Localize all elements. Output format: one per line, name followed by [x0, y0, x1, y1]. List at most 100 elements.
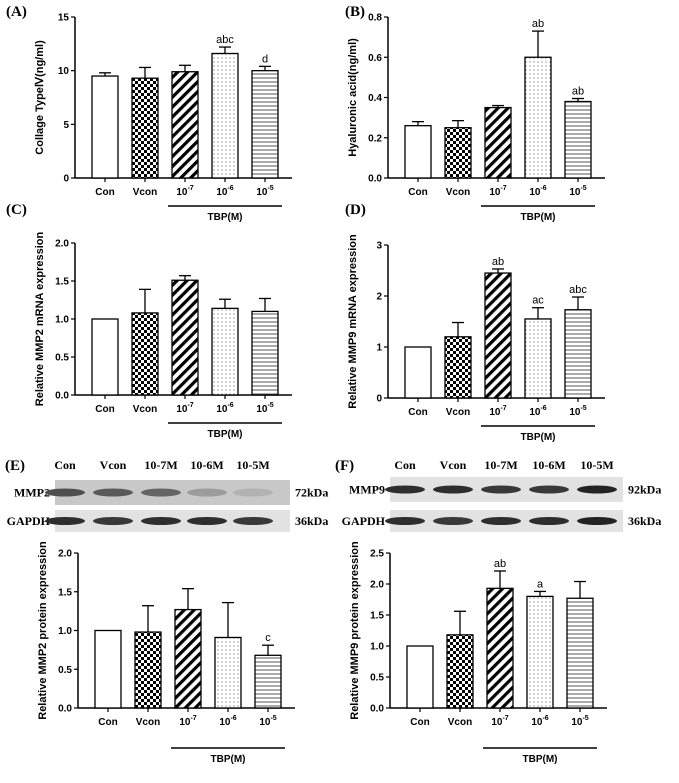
- y-tick-label: 1.5: [58, 587, 72, 598]
- significance-label: abc: [216, 34, 234, 46]
- x-tick-label: 10-6: [216, 185, 233, 198]
- bar-Vcon: [446, 634, 474, 709]
- protein-band: [45, 517, 85, 525]
- bar-Vcon: [131, 312, 159, 396]
- x-tick-label: 10-6: [219, 715, 236, 728]
- x-tick-label: Vcon: [446, 407, 470, 418]
- significance-label: ac: [532, 295, 544, 307]
- x-tick-label: Con: [95, 187, 114, 198]
- panel-label: (D): [345, 202, 366, 218]
- bar-10-6: [524, 56, 552, 179]
- y-tick-label: 0.0: [55, 391, 69, 402]
- x-tick-label: Vcon: [136, 717, 160, 728]
- x-tick-label: 10-5: [571, 715, 588, 728]
- y-tick-label: 1.0: [55, 315, 69, 326]
- panel-label: (A): [6, 4, 27, 20]
- protein-band: [529, 485, 569, 494]
- significance-label: ab: [532, 18, 544, 30]
- x-tick-label: Con: [408, 407, 427, 418]
- y-tick-label: 0: [376, 394, 382, 405]
- lane-label: 10-7M: [484, 458, 517, 472]
- x-tick-label: Con: [98, 717, 117, 728]
- significance-label: c: [265, 632, 271, 644]
- x-tick-label: 10-6: [531, 715, 548, 728]
- protein-band: [187, 517, 227, 525]
- bar-Vcon: [444, 127, 472, 179]
- group-label: TBP(M): [521, 212, 556, 223]
- y-tick-label: 0.2: [368, 133, 382, 144]
- y-tick-label: 0: [63, 174, 69, 185]
- group-label: TBP(M): [521, 432, 556, 443]
- y-tick-label: 0.4: [368, 93, 382, 104]
- blot-lane-labels: Con Vcon 10-7M 10-6M 10-5M Con Vcon 10-7…: [54, 458, 613, 472]
- chart-panel-1: (B) 0.0 0.2 0.4 0.6 0.8 Hyaluronic acid(ng/ml)…: [345, 4, 605, 223]
- protein-band: [93, 517, 133, 525]
- chart-panel-3: (D) 0 1 2 3 Relative MMP9 mRNA expression Con V…: [345, 202, 605, 443]
- bar-Vcon: [444, 336, 472, 399]
- x-tick-label: Vcon: [133, 187, 157, 198]
- protein-band: [385, 485, 425, 494]
- chart-panel-2: (C) 0.0 0.5 1.0 1.5 2.0 Relative MMP2 mRNA exp…: [6, 202, 292, 440]
- lane-label: 10-5M: [580, 458, 613, 472]
- y-tick-label: 0.5: [370, 673, 384, 684]
- y-tick-label: 1.5: [55, 277, 69, 288]
- bar-Con: [404, 125, 432, 179]
- x-tick-label: Con: [408, 187, 427, 198]
- bar-Con: [91, 75, 119, 179]
- lane-label: Con: [394, 458, 416, 472]
- lane-label: Vcon: [100, 458, 127, 472]
- lane-label: 10-6M: [532, 458, 565, 472]
- x-tick-label: 10-7: [491, 715, 508, 728]
- y-tick-label: 2.5: [370, 549, 384, 560]
- x-tick-label: Con: [95, 404, 114, 415]
- y-tick-label: 0.5: [55, 353, 69, 364]
- bar-10-5: [564, 309, 592, 399]
- bar-10-5: [251, 70, 279, 179]
- protein-label: GAPDH: [342, 514, 386, 528]
- bar-10-7: [171, 71, 199, 179]
- molecular-weight-label: 72kDa: [295, 486, 328, 500]
- bar-10-7: [174, 608, 202, 709]
- chart-panel-5: 0.0 0.5 1.0 1.5 2.0 2.5 Relative MMP9 protein …: [349, 541, 607, 765]
- group-label: TBP(M): [523, 754, 558, 765]
- x-tick-label: 10-5: [256, 402, 273, 415]
- western-blot-1: (F) MMP9 92kDa GAPDH 36kDa: [335, 458, 661, 532]
- significance-label: ab: [572, 86, 584, 98]
- group-label: TBP(M): [208, 429, 243, 440]
- y-tick-label: 0.0: [370, 704, 384, 715]
- bar-Con: [404, 346, 432, 399]
- y-tick-label: 2.0: [370, 580, 384, 591]
- y-tick-label: 10: [58, 66, 70, 77]
- bar-10-7: [484, 272, 512, 399]
- protein-band: [45, 488, 85, 497]
- protein-label: MMP2: [14, 486, 50, 500]
- bar-10-6: [214, 636, 242, 709]
- bar-10-5: [254, 654, 282, 709]
- panel-label: (B): [345, 4, 365, 20]
- x-tick-label: Vcon: [133, 404, 157, 415]
- y-tick-label: 0.0: [368, 174, 382, 185]
- protein-band: [385, 517, 425, 525]
- y-tick-label: 1.0: [58, 626, 72, 637]
- molecular-weight-label: 36kDa: [628, 514, 661, 528]
- y-tick-label: 5: [63, 120, 69, 131]
- protein-label: GAPDH: [7, 514, 51, 528]
- protein-band: [93, 488, 133, 497]
- significance-label: ab: [494, 558, 506, 570]
- protein-band: [141, 517, 181, 525]
- y-tick-label: 2: [376, 292, 382, 303]
- bar-10-6: [211, 52, 239, 179]
- y-axis-label: Relative MMP9 mRNA expression: [347, 234, 359, 409]
- x-tick-label: 10-5: [259, 715, 276, 728]
- y-tick-label: 0.8: [368, 13, 382, 24]
- panel-label: (C): [6, 202, 27, 218]
- bar-Con: [406, 645, 434, 709]
- x-tick-label: Vcon: [448, 717, 472, 728]
- x-tick-label: 10-6: [216, 402, 233, 415]
- group-label: TBP(M): [211, 754, 246, 765]
- y-axis-label: Relative MMP2 protein expression: [37, 541, 49, 720]
- y-tick-label: 0.6: [368, 53, 382, 64]
- chart-panel-4: 0.0 0.5 1.0 1.5 2.0 Relative MMP2 protein exp…: [37, 541, 295, 765]
- y-tick-label: 2.0: [58, 549, 72, 560]
